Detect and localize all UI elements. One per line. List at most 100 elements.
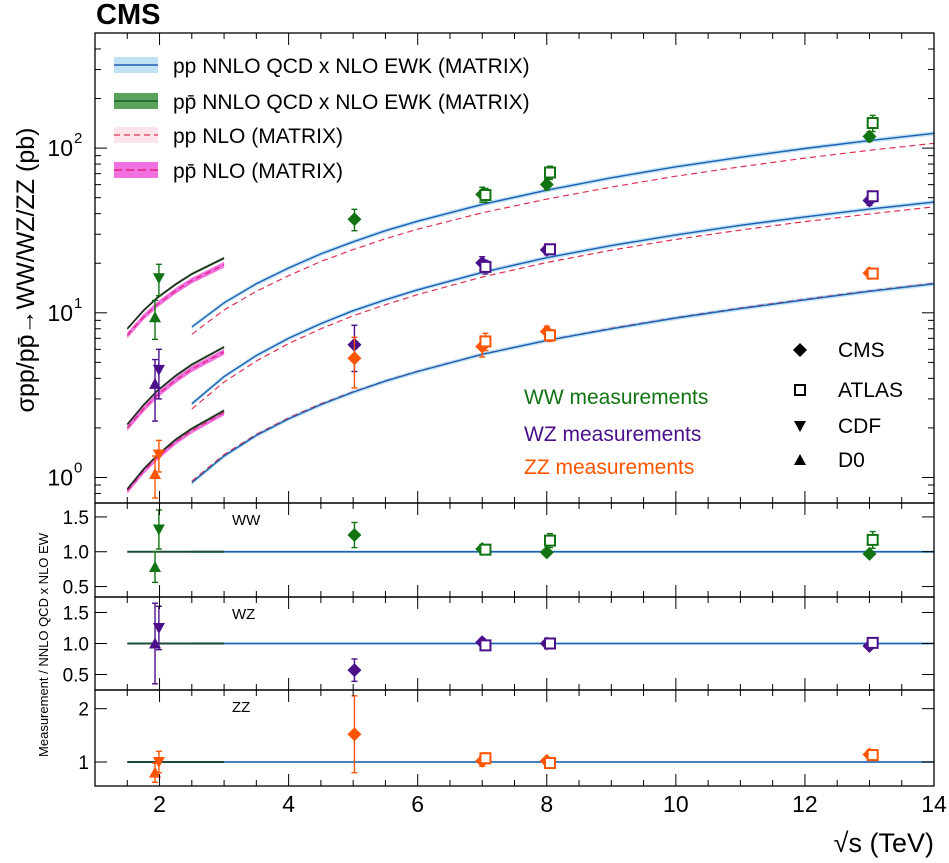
ratio-point-ww-atlas-6: [543, 534, 556, 547]
main-point-zz-atlas-23: [543, 329, 556, 342]
ratio-point-ww-cms-5: [539, 545, 554, 560]
ratio-panel-label: WW: [232, 512, 261, 529]
legend-experiment-label: CDF: [838, 415, 881, 438]
ratio-point-wz-atlas-4: [479, 639, 492, 652]
legend-experiment-label: D0: [838, 449, 865, 472]
legend-marker-cms: [793, 343, 807, 357]
main-y-axis-label: σpp/pp̄→WW/WZ/ZZ (pb): [12, 128, 40, 413]
main-y-tick-exponent: 0: [74, 459, 82, 476]
x-tick-label: 2: [153, 791, 166, 817]
ratio-y-tick-label: 0.5: [63, 578, 89, 599]
ratio-point-ww-atlas-8: [866, 533, 879, 546]
ratio-panels: 0.5 1.0 1.5 WW 0.5 1.0 1.5 WZ 1 2 ZZ: [63, 502, 935, 787]
legend-measurement-label: ZZ measurements: [524, 456, 694, 479]
main-point-wz-cdf-16: [152, 364, 165, 376]
legend-experiment-label: ATLAS: [838, 379, 903, 402]
ratio-point-ww-d0-0: [149, 561, 162, 573]
theory-line-pp-nnlo-ww: [191, 132, 935, 328]
ratio-point-ww-cms-7: [862, 546, 877, 561]
main-point-ww-cms-0: [347, 212, 362, 227]
ratio-point-zz-d0-0: [149, 766, 162, 778]
ratio-point-wz-atlas-8: [866, 636, 879, 649]
main-point-zz-d0-26: [149, 467, 162, 479]
main-point-ww-cdf-7: [152, 273, 165, 285]
main-y-tick-label: 10: [47, 300, 73, 326]
main-y-tick-exponent: 2: [74, 130, 82, 147]
main-point-wz-atlas-13: [479, 260, 492, 273]
legend-model-label-ppbar_nlo: pp̄ NLO (MATRIX): [173, 160, 343, 183]
main-y-tick-exponent: 1: [74, 295, 82, 312]
x-axis-label: √s (TeV): [834, 828, 934, 858]
main-point-zz-atlas-24: [866, 267, 879, 280]
ratio-point-wz-d0-0: [149, 637, 162, 649]
ratio-point-wz-atlas-6: [543, 637, 556, 650]
legend-swatch-band: [114, 162, 158, 178]
theory-band-ppbar-nnlo-ww: [127, 256, 225, 331]
theory-line-ppbar-nlo-ww: [126, 264, 225, 336]
main-point-ww-atlas-4: [479, 189, 492, 202]
theory-line-pp-nnlo-wz: [191, 201, 935, 405]
main-point-wz-atlas-14: [543, 243, 556, 256]
x-tick-label: 10: [663, 791, 689, 817]
main-y-tick-label: 10: [47, 464, 73, 490]
main-point-ww-atlas-6: [866, 117, 879, 130]
x-tick-label: 8: [540, 791, 553, 817]
main-point-ww-cms-3: [862, 129, 877, 144]
main-y-tick-label: 10: [47, 135, 73, 161]
theory-line-ppbar-nlo-wz: [126, 351, 225, 429]
theory-band-ppbar-nnlo-wz: [127, 345, 225, 426]
experiment-label: CMS: [96, 0, 160, 31]
main-point-zz-cdf-25: [152, 449, 165, 461]
ratio-y-tick-label: 1.5: [63, 508, 89, 529]
theory-line-pp-nnlo-zz: [191, 283, 935, 484]
main-point-wz-atlas-15: [866, 190, 879, 203]
legend-measurement-label: WW measurements: [524, 386, 708, 409]
ratio-panel-label: ZZ: [232, 699, 250, 716]
ratio-point-ww-atlas-4: [479, 543, 492, 556]
ratio-y-tick-label: 1.5: [63, 604, 89, 625]
x-tick-label: 12: [792, 791, 818, 817]
ratio-point-zz-cms-2: [347, 727, 362, 742]
ratio-point-zz-atlas-4: [479, 752, 492, 765]
legend-experiment-label: CMS: [838, 339, 885, 362]
ratio-point-zz-atlas-6: [543, 757, 556, 770]
legend-measurement-label: WZ measurements: [524, 423, 701, 446]
legend-marker-atlas: [794, 384, 806, 396]
main-point-zz-atlas-22: [479, 335, 492, 348]
ratio-point-zz-cdf-1: [152, 757, 165, 768]
main-point-ww-cms-2: [539, 177, 554, 192]
theory-line-ppbar-nnlo-wz: [126, 346, 225, 425]
main-point-ww-atlas-5: [543, 166, 556, 179]
main-point-ww-d0-8: [149, 311, 162, 323]
ratio-panel-zz: 1 2 ZZ: [78, 689, 935, 787]
legend-marker-d0: [794, 454, 806, 465]
ratio-y-tick-label: 1.0: [63, 635, 89, 656]
x-tick-label: 14: [921, 791, 947, 817]
ratio-point-ww-cms-2: [347, 528, 362, 543]
ratio-y-tick-label: 1.0: [63, 543, 89, 564]
main-measurement-points: [149, 114, 879, 499]
main-legend: pp NNLO QCD x NLO EWK (MATRIX) pp̄ NNLO Q…: [114, 55, 903, 479]
legend-model-label-pp_nlo: pp NLO (MATRIX): [173, 125, 343, 148]
ratio-point-ww-cdf-1: [152, 524, 165, 536]
legend-marker-cdf: [794, 421, 806, 432]
main-theory-curves: [126, 131, 935, 494]
ratio-y-tick-label: 2: [78, 700, 89, 721]
x-axis-tick-labels: 2 4 6 8 10 12 14: [153, 791, 947, 817]
ratio-panel-label: WZ: [232, 606, 255, 623]
ratio-y-tick-label: 1: [78, 753, 89, 774]
x-tick-label: 6: [411, 791, 424, 817]
ratio-point-wz-cms-2: [347, 663, 362, 678]
ratio-y-tick-label: 0.5: [63, 666, 89, 687]
ratio-y-axis-label: Measurement / NNLO QCD x NLO EW: [36, 532, 51, 757]
theory-line-ppbar-nnlo-zz: [126, 409, 225, 490]
theory-line-ppbar-nnlo-ww: [126, 257, 225, 330]
legend-model-label-pp_nnlo: pp NNLO QCD x NLO EWK (MATRIX): [173, 55, 530, 78]
main-point-wz-d0-17: [149, 377, 162, 389]
ratio-point-zz-atlas-8: [866, 749, 879, 762]
main-point-zz-cms-18: [347, 351, 362, 366]
ratio-point-wz-cdf-1: [152, 623, 165, 634]
theory-line-ppbar-nlo-zz: [126, 411, 225, 492]
theory-line-pp-nlo-ww: [191, 142, 935, 335]
